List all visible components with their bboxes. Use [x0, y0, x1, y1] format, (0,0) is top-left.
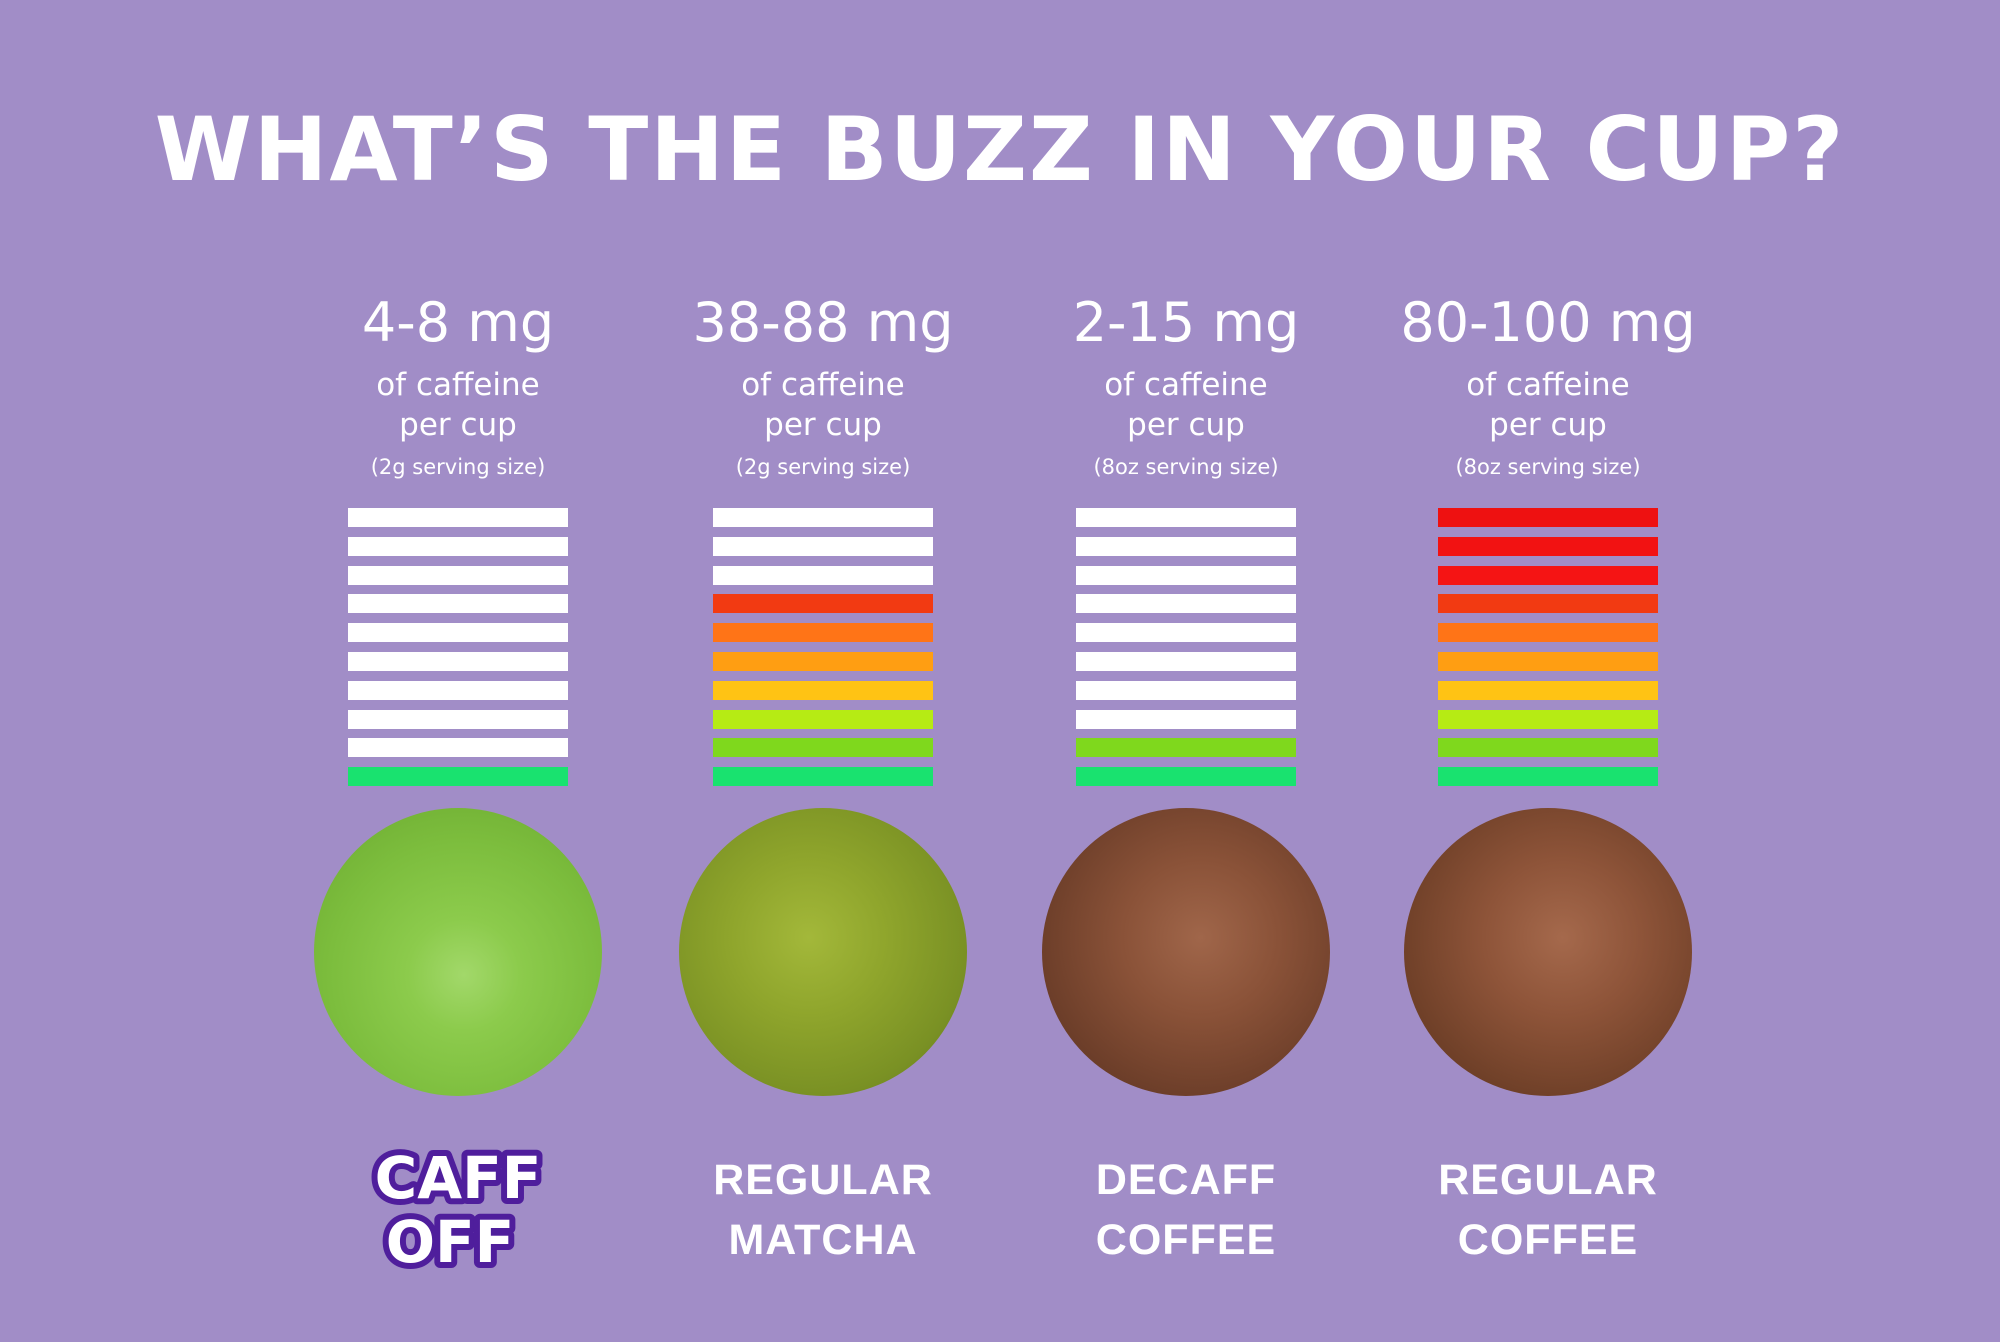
caffeine-level-bar — [1076, 767, 1296, 787]
per-cup-caption: per cup — [764, 407, 882, 443]
caffeine-level-bar — [1076, 680, 1296, 700]
caffeine-meter — [1438, 508, 1658, 788]
caffeine-level-bar — [713, 594, 933, 614]
caffeine-level-bar — [1438, 594, 1658, 614]
caffeine-level-bar — [1076, 594, 1296, 614]
per-cup-caption: per cup — [1489, 407, 1607, 443]
caffeine-meter — [1076, 508, 1296, 788]
label-line-2: MATCHA — [728, 1216, 918, 1264]
serving-size: (8oz serving size) — [1093, 455, 1279, 479]
caffeine-level-bar — [1076, 709, 1296, 729]
product-label: REGULAR COFFEE — [1368, 1150, 1728, 1270]
serving-size: (2g serving size) — [370, 455, 546, 479]
caffeine-level-bar — [348, 623, 568, 643]
caffeine-level-bar — [348, 652, 568, 671]
caffeine-level-bar — [713, 623, 933, 643]
caffeine-amount: 38-88 mg — [692, 291, 954, 354]
product-label: DECAFF COFFEE — [1006, 1150, 1366, 1270]
caffeine-level-bar — [348, 709, 568, 729]
caffeine-meter — [713, 508, 933, 788]
caffeine-level-bar — [1438, 738, 1658, 758]
caffeine-caption: of caffeine — [1466, 367, 1630, 403]
caffeine-level-bar — [1438, 536, 1658, 556]
caffeine-level-bar — [348, 680, 568, 700]
matcha-powder-image — [679, 808, 967, 1096]
caffeine-level-bar — [1438, 709, 1658, 729]
light-green-powder-image — [314, 808, 602, 1096]
caffeine-amount: 4-8 mg — [361, 291, 555, 354]
logo-line-1: CAFF — [375, 1144, 542, 1212]
page-title: WHAT’S THE BUZZ IN YOUR CUP? — [154, 98, 1846, 201]
logo-line-2: OFF — [386, 1208, 515, 1272]
caffeine-level-bar — [713, 738, 933, 758]
column-caff-off: 4-8 mg of caffeine per cup (2g serving s… — [278, 0, 638, 1342]
label-line-2: COFFEE — [1095, 1216, 1277, 1264]
coffee-grounds-image — [1404, 808, 1692, 1096]
caffeine-caption: of caffeine — [1104, 367, 1268, 403]
caffeine-level-bar — [348, 594, 568, 614]
caffeine-level-bar — [713, 709, 933, 729]
caffeine-level-bar — [1076, 652, 1296, 671]
caffeine-level-bar — [713, 565, 933, 585]
caffeine-level-bar — [713, 536, 933, 556]
caffeine-level-bar — [1076, 623, 1296, 643]
label-line-2: COFFEE — [1457, 1216, 1639, 1264]
label-line-1: DECAFF — [1095, 1156, 1277, 1204]
caffeine-level-bar — [713, 652, 933, 671]
caffeine-level-bar — [348, 738, 568, 758]
label-line-1: REGULAR — [713, 1156, 933, 1204]
caffeine-level-bar — [348, 767, 568, 787]
caffeine-amount: 80-100 mg — [1400, 291, 1696, 354]
caffeine-level-bar — [348, 536, 568, 556]
label-line-1: REGULAR — [1438, 1156, 1658, 1204]
caffeine-level-bar — [1438, 767, 1658, 787]
caff-off-logo: CAFF OFF — [369, 1138, 548, 1272]
per-cup-caption: per cup — [399, 407, 517, 443]
serving-size: (2g serving size) — [735, 455, 911, 479]
serving-size: (8oz serving size) — [1455, 455, 1641, 479]
caffeine-meter — [348, 508, 568, 788]
caffeine-level-bar — [348, 508, 568, 527]
per-cup-caption: per cup — [1127, 407, 1245, 443]
caffeine-level-bar — [1438, 680, 1658, 700]
column-regular-coffee: 80-100 mg of caffeine per cup (8oz servi… — [1368, 0, 1728, 1342]
caffeine-caption: of caffeine — [741, 367, 905, 403]
caffeine-level-bar — [1438, 623, 1658, 643]
caffeine-level-bar — [1076, 508, 1296, 527]
caffeine-level-bar — [1076, 536, 1296, 556]
caffeine-level-bar — [348, 565, 568, 585]
caffeine-level-bar — [1438, 652, 1658, 671]
column-regular-matcha: 38-88 mg of caffeine per cup (2g serving… — [643, 0, 1003, 1342]
caffeine-level-bar — [713, 680, 933, 700]
caffeine-level-bar — [713, 508, 933, 527]
caffeine-caption: of caffeine — [376, 367, 540, 403]
caffeine-level-bar — [1076, 565, 1296, 585]
caffeine-level-bar — [713, 767, 933, 787]
coffee-grounds-image — [1042, 808, 1330, 1096]
caffeine-amount: 2-15 mg — [1072, 291, 1300, 354]
caffeine-level-bar — [1076, 738, 1296, 758]
caffeine-level-bar — [1438, 508, 1658, 527]
column-decaff-coffee: 2-15 mg of caffeine per cup (8oz serving… — [1006, 0, 1366, 1342]
caffeine-level-bar — [1438, 565, 1658, 585]
product-label: REGULAR MATCHA — [643, 1150, 1003, 1270]
